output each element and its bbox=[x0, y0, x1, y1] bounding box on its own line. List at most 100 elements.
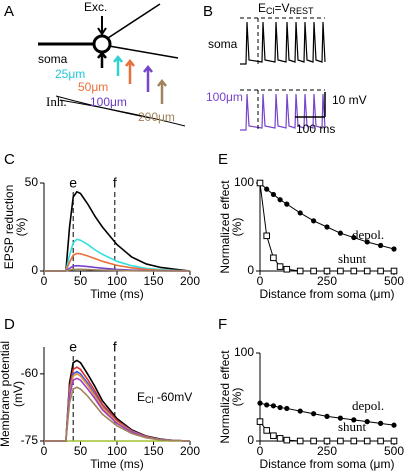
y-axis-label: Normalized effect bbox=[218, 350, 232, 444]
point bbox=[270, 403, 276, 409]
scale-label: 100 ms bbox=[296, 122, 335, 136]
x-tick-label: 200 bbox=[180, 444, 200, 458]
marker-label: f bbox=[113, 175, 117, 191]
y-axis-label: (%) bbox=[230, 388, 244, 407]
x-axis-label: Distance from soma (μm) bbox=[260, 287, 395, 301]
point bbox=[256, 179, 264, 187]
point bbox=[377, 437, 384, 445]
inh-arrows bbox=[97, 50, 167, 104]
point bbox=[391, 246, 397, 252]
point bbox=[323, 437, 331, 445]
point bbox=[297, 408, 303, 414]
point bbox=[283, 265, 291, 273]
x-tick-label: 250 bbox=[317, 274, 337, 288]
panel-label: B bbox=[203, 3, 213, 20]
trace-label: 100μm bbox=[206, 90, 243, 104]
series-line bbox=[44, 190, 191, 272]
x-tick-label: 150 bbox=[143, 274, 163, 288]
point bbox=[270, 254, 277, 262]
annotation: ECl -60mV bbox=[137, 390, 192, 405]
distance-label: 25μm bbox=[55, 67, 85, 81]
point bbox=[296, 437, 304, 445]
point bbox=[263, 427, 270, 434]
x-tick-label: 0 bbox=[41, 444, 48, 458]
x-axis-label: Time (ms) bbox=[90, 457, 144, 471]
marker-label: e bbox=[69, 339, 77, 355]
stim-markers bbox=[240, 17, 325, 130]
series-line bbox=[44, 377, 191, 442]
x-tick-label: 500 bbox=[384, 444, 404, 458]
point bbox=[390, 267, 398, 275]
series-label: depol. bbox=[352, 398, 384, 413]
panel-label: F bbox=[218, 316, 227, 333]
y-axis-label: EPSP reduction bbox=[2, 185, 16, 270]
y-tick-label: 100 bbox=[234, 175, 254, 189]
annotation-part: E bbox=[137, 390, 145, 404]
y-axis-label: Normalized effect bbox=[218, 180, 232, 274]
y-axis-label: Membrane potential bbox=[0, 341, 12, 447]
point bbox=[337, 415, 343, 421]
panel-label: D bbox=[4, 316, 15, 333]
series-label: shunt bbox=[338, 251, 367, 266]
x-tick-label: 50 bbox=[74, 274, 88, 288]
point bbox=[391, 422, 397, 428]
point bbox=[270, 191, 276, 198]
point bbox=[284, 201, 290, 207]
distance-label: 200μm bbox=[138, 110, 175, 124]
soma-trace bbox=[240, 21, 326, 65]
series-line bbox=[44, 386, 191, 442]
point bbox=[337, 267, 344, 275]
point bbox=[310, 267, 317, 275]
y-tick-label: 100 bbox=[234, 345, 254, 359]
y-tick-label: 0 bbox=[31, 263, 38, 277]
point bbox=[277, 197, 283, 203]
exc-label: Exc. bbox=[84, 0, 107, 14]
point bbox=[256, 418, 264, 425]
point bbox=[390, 437, 398, 445]
point bbox=[284, 405, 290, 412]
point bbox=[310, 437, 317, 445]
x-tick-label: 0 bbox=[257, 274, 264, 288]
point bbox=[351, 417, 357, 423]
point bbox=[378, 420, 384, 426]
scale-label: 10 mV bbox=[332, 93, 367, 107]
x-tick-label: 250 bbox=[317, 444, 337, 458]
y-axis-label: (mV) bbox=[11, 381, 25, 407]
point bbox=[276, 263, 284, 270]
annotation-part: Cl bbox=[145, 395, 154, 405]
point bbox=[296, 267, 304, 275]
soma-label: soma bbox=[38, 52, 68, 66]
annotation-part: -60mV bbox=[154, 390, 193, 404]
point bbox=[324, 413, 330, 419]
inh-label: Inh. bbox=[46, 94, 67, 109]
x-axis-label: Distance from soma (μm) bbox=[260, 457, 395, 471]
series-label: shunt bbox=[338, 419, 367, 434]
distance-label: 100μm bbox=[90, 95, 127, 109]
marker-label: e bbox=[69, 175, 77, 191]
x-tick-label: 100 bbox=[107, 274, 127, 288]
marker-label: f bbox=[113, 339, 117, 355]
x-tick-label: 0 bbox=[257, 444, 264, 458]
point bbox=[364, 239, 370, 245]
dendrite-trace bbox=[240, 93, 326, 131]
x-tick-label: 50 bbox=[74, 444, 88, 458]
point bbox=[337, 230, 343, 236]
condition: ECl=VREST bbox=[258, 1, 314, 16]
y-axis-label: (%) bbox=[230, 218, 244, 237]
series-line bbox=[44, 372, 191, 442]
x-tick-label: 150 bbox=[143, 444, 163, 458]
point bbox=[264, 402, 270, 408]
series-line bbox=[44, 238, 191, 272]
panel-label: A bbox=[4, 3, 14, 20]
point bbox=[377, 267, 384, 275]
distance-label: 50μm bbox=[78, 80, 108, 94]
point bbox=[283, 436, 291, 444]
point bbox=[277, 404, 283, 411]
x-tick-label: 100 bbox=[107, 444, 127, 458]
point bbox=[350, 267, 358, 275]
point bbox=[337, 437, 344, 445]
y-axis-label: (%) bbox=[14, 218, 28, 237]
x-tick-label: 500 bbox=[384, 274, 404, 288]
x-tick-label: 0 bbox=[41, 274, 48, 288]
